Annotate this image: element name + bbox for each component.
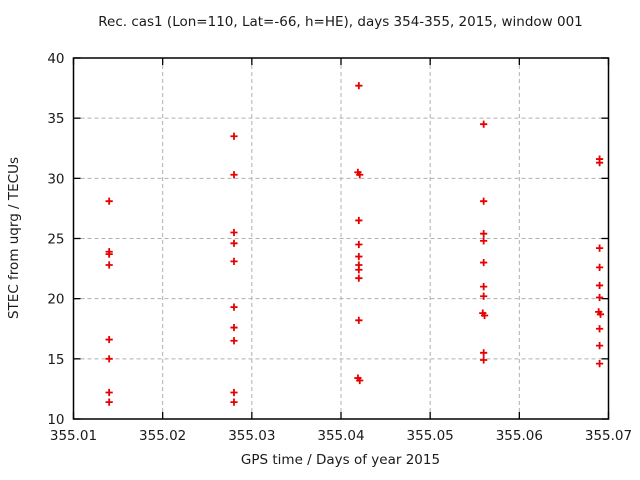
data-point — [480, 283, 488, 291]
x-tick-label: 355.06 — [496, 428, 543, 444]
data-point — [480, 197, 488, 205]
data-point — [355, 316, 363, 324]
data-point — [230, 398, 238, 406]
x-tick-label: 355.04 — [317, 428, 364, 444]
data-point — [595, 263, 604, 271]
data-point — [595, 159, 604, 167]
data-point — [355, 274, 363, 282]
data-points — [105, 82, 605, 406]
data-point — [230, 239, 238, 247]
y-tick-label: 35 — [47, 111, 64, 127]
data-point — [105, 261, 113, 269]
y-tick-label: 25 — [47, 232, 64, 248]
data-point — [230, 132, 238, 140]
data-point — [595, 244, 604, 252]
data-point — [230, 388, 238, 397]
data-point — [230, 257, 238, 265]
data-point — [595, 341, 604, 350]
y-tick-label: 15 — [47, 352, 64, 368]
data-point — [355, 266, 363, 274]
y-tick-label: 10 — [47, 412, 64, 428]
data-point — [595, 325, 604, 333]
data-point — [356, 171, 364, 179]
x-tick-label: 355.01 — [50, 428, 97, 444]
data-point — [480, 120, 488, 128]
tick-labels: 355.01 355.02 355.03 355.04 355.05 355.06 355.… — [47, 51, 632, 444]
data-point — [595, 293, 604, 302]
y-tick-label: 20 — [47, 292, 64, 308]
x-tick-label: 355.07 — [585, 428, 632, 444]
data-point — [105, 335, 113, 344]
data-point — [596, 310, 605, 318]
axis-border — [72, 57, 610, 420]
x-tick-label: 355.03 — [228, 428, 275, 444]
data-point — [355, 240, 363, 249]
data-point — [105, 398, 113, 406]
y-tick-label: 40 — [47, 51, 64, 67]
data-point — [480, 230, 488, 238]
data-point — [230, 337, 238, 345]
data-point — [105, 388, 113, 397]
data-point — [480, 258, 488, 267]
data-point — [595, 360, 604, 368]
data-point — [105, 197, 113, 205]
data-point — [355, 216, 363, 225]
data-point — [480, 356, 488, 364]
data-point — [356, 376, 364, 385]
data-point — [230, 228, 238, 237]
data-point — [480, 349, 488, 357]
data-point — [480, 311, 489, 320]
x-axis-label: GPS time / Days of year 2015 — [240, 452, 441, 468]
data-point — [355, 82, 363, 90]
data-point — [480, 237, 488, 245]
data-point — [230, 323, 238, 332]
data-point — [355, 252, 363, 261]
data-point — [230, 171, 238, 179]
grid-lines — [73, 58, 609, 419]
data-point — [105, 250, 113, 258]
data-point — [595, 281, 604, 290]
x-tick-label: 355.05 — [407, 428, 454, 444]
data-point — [105, 355, 113, 363]
x-tick-label: 355.02 — [139, 428, 186, 444]
data-point — [480, 292, 488, 300]
data-point — [230, 303, 238, 311]
chart-title: Rec. cas1 (Lon=110, Lat=-66, h=HE), days… — [98, 14, 583, 30]
y-tick-label: 30 — [47, 171, 64, 187]
